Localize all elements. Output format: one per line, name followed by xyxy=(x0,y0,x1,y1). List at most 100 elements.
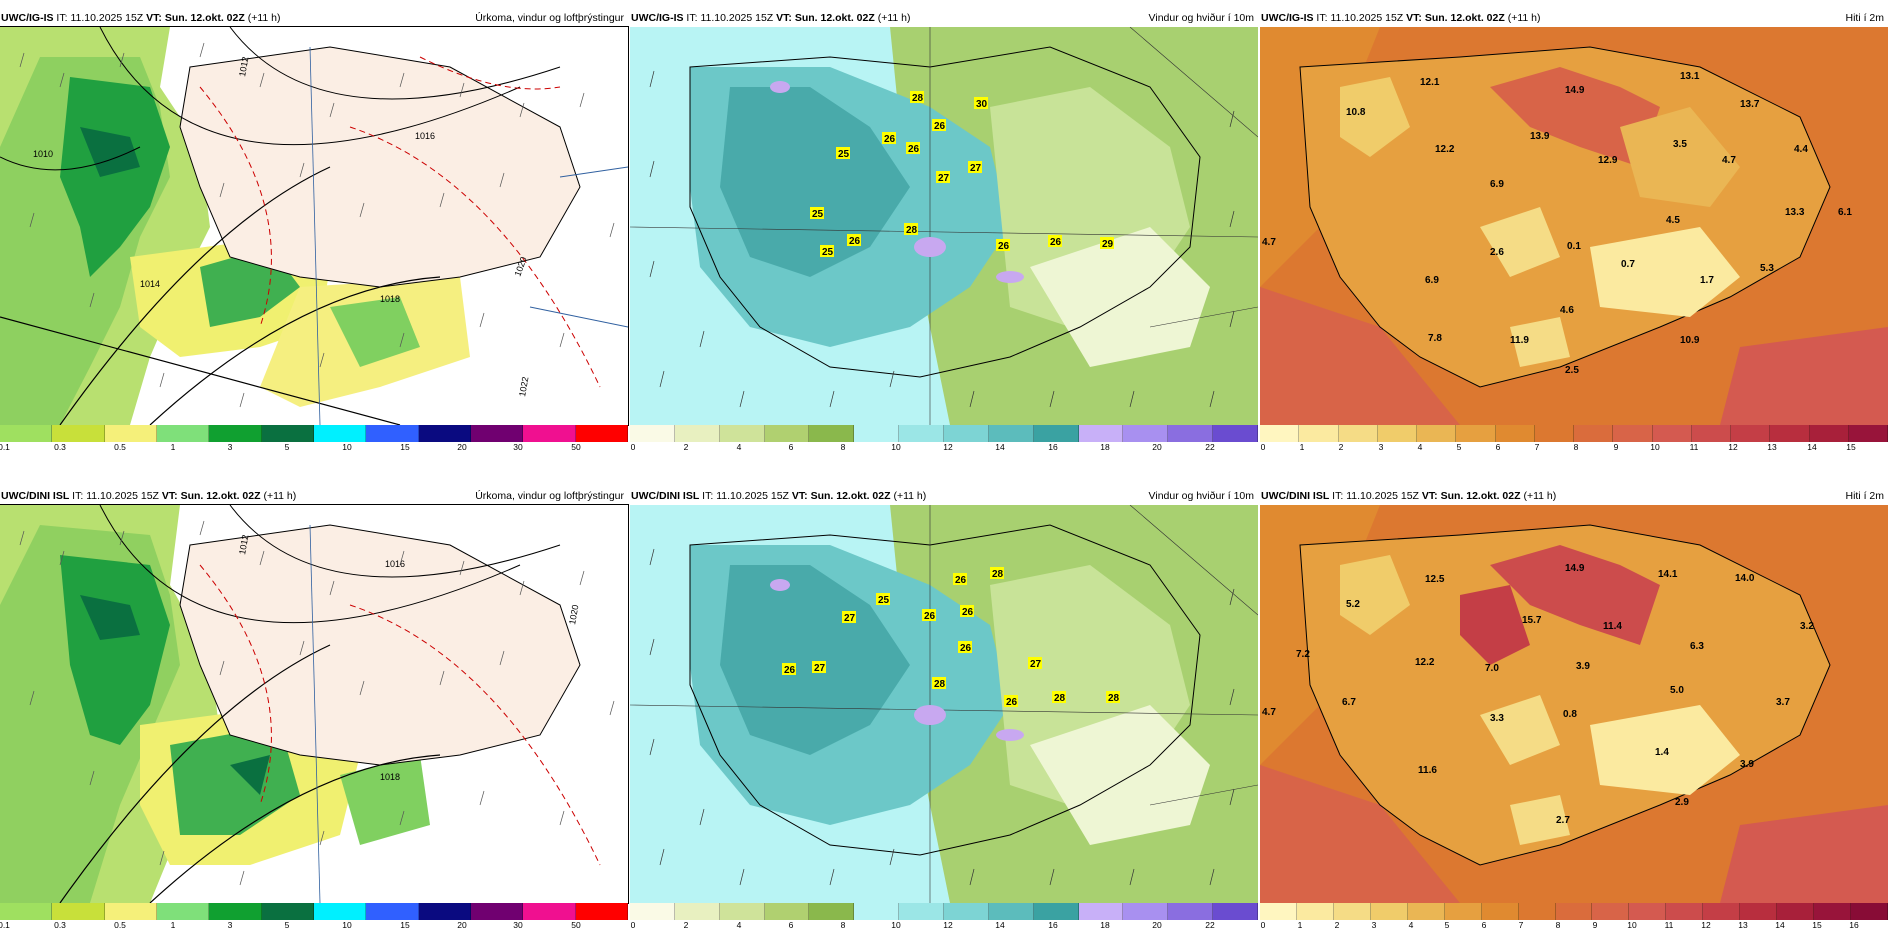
colorbar-segment xyxy=(809,425,855,442)
colorbar-segment xyxy=(674,425,720,442)
colorbar-segment xyxy=(1592,903,1630,920)
panel-title: Úrkoma, vindur og loftþrýstingur xyxy=(475,490,624,502)
valid-time: Sun. 12.okt. 02Z xyxy=(180,490,261,502)
temp-label: 14.0 xyxy=(1735,573,1755,584)
temp-label: 3.3 xyxy=(1490,713,1504,724)
tick-label: 4 xyxy=(1408,920,1414,930)
isobar-label: 1012 xyxy=(237,56,250,77)
tick-label: 7 xyxy=(1518,920,1524,930)
isobar-label: 1016 xyxy=(385,559,405,569)
gust-label: 26 xyxy=(908,144,920,155)
gust-label: 27 xyxy=(814,663,826,674)
tick-label: 10 xyxy=(1627,920,1637,930)
tick-label: 30 xyxy=(513,442,523,452)
panel-title: Hiti í 2m xyxy=(1845,490,1884,502)
colorbar-segment xyxy=(1629,903,1667,920)
temp-map-svg: 12.5 14.9 14.1 14.0 5.2 15.7 11.4 3.2 6.… xyxy=(1260,505,1888,903)
tick-label: 18 xyxy=(1100,442,1110,452)
colorbar-segment xyxy=(261,903,314,920)
colorbar-segment xyxy=(1731,425,1771,442)
tick-label: 12 xyxy=(1701,920,1711,930)
tick-label: 0.3 xyxy=(54,442,66,452)
temp-label: 12.1 xyxy=(1420,77,1440,88)
colorbar-segment xyxy=(418,903,471,920)
init-time: 11.10.2025 15Z xyxy=(86,490,159,502)
tick-label: 6 xyxy=(788,920,794,930)
temp-label: 2.7 xyxy=(1556,815,1570,826)
tick-label: 20 xyxy=(457,920,467,930)
colorbar-segment xyxy=(1123,425,1169,442)
tick-label: 1 xyxy=(1297,920,1303,930)
colorbar-segment xyxy=(1338,425,1378,442)
colorbar-segment xyxy=(1213,903,1259,920)
tick-label: 14 xyxy=(995,442,1005,452)
colorbar-segment xyxy=(1078,425,1124,442)
temp-map: 12.1 14.9 13.1 10.8 13.7 12.2 13.9 12.9 … xyxy=(1260,27,1888,425)
temp-label: 3.2 xyxy=(1800,621,1814,632)
tick-label: 10 xyxy=(342,920,352,930)
colorbar-segment xyxy=(418,425,471,442)
temp-label: 1.4 xyxy=(1655,747,1669,758)
temp-label: 13.7 xyxy=(1740,99,1760,110)
wind-map-svg: 28 26 30 26 25 26 27 27 25 28 26 26 26 2… xyxy=(630,27,1258,425)
tick-label: 50 xyxy=(571,442,581,452)
panel-precip-bottom: UWC/DINI ISL IT: 11.10.2025 15Z VT: Sun.… xyxy=(0,489,629,949)
colorbar-segment xyxy=(1848,425,1888,442)
tick-label: 20 xyxy=(1152,920,1162,930)
colorbar-segment xyxy=(470,903,524,920)
precip-map: 1012 1016 1020 1018 xyxy=(0,504,629,904)
tick-label: 6 xyxy=(788,442,794,452)
temp-label: 7.2 xyxy=(1296,649,1310,660)
tick-label: 0.5 xyxy=(114,920,126,930)
colorbar-segment xyxy=(1417,425,1457,442)
temp-label: 14.9 xyxy=(1565,85,1585,96)
model-name: UWC/IG-IS xyxy=(1261,12,1314,24)
temp-label: 3.9 xyxy=(1576,661,1590,672)
colorbar-segment xyxy=(1444,903,1482,920)
colorbar-segment xyxy=(988,903,1034,920)
colorbar-segment xyxy=(523,425,576,442)
panel-temp-bottom: UWC/DINI ISL IT: 11.10.2025 15Z VT: Sun.… xyxy=(1260,489,1888,949)
lead-time: (+11 h) xyxy=(263,490,297,502)
temp-colorbar xyxy=(1260,903,1888,920)
temp-label: 10.9 xyxy=(1680,335,1700,346)
tick-label: 4 xyxy=(736,920,742,930)
tick-label: 9 xyxy=(1592,920,1598,930)
wind-ticks: 0 2 4 6 8 10 12 14 16 18 20 22 xyxy=(630,920,1258,932)
temp-label: 4.6 xyxy=(1560,305,1574,316)
model-name: UWC/DINI ISL xyxy=(1,490,70,502)
gust-label: 26 xyxy=(884,134,896,145)
temp-label: 6.9 xyxy=(1425,275,1439,286)
gust-label: 27 xyxy=(970,163,982,174)
temp-label: 10.8 xyxy=(1346,107,1366,118)
colorbar-segment xyxy=(1370,903,1408,920)
temp-label: 2.9 xyxy=(1675,797,1689,808)
it-label: IT: xyxy=(1316,12,1328,24)
tick-label: 0 xyxy=(1260,920,1266,930)
panel-header: UWC/DINI ISL IT: 11.10.2025 15Z VT: Sun.… xyxy=(630,489,1258,504)
tick-label: 3 xyxy=(227,920,233,930)
colorbar-segment xyxy=(1613,425,1653,442)
tick-label: 16 xyxy=(1048,442,1058,452)
temp-label: 4.5 xyxy=(1666,215,1680,226)
valid-time: Sun. 12.okt. 02Z xyxy=(794,12,875,24)
tick-label: 0.3 xyxy=(54,920,66,930)
temp-label: 7.8 xyxy=(1428,333,1442,344)
colorbar-segment xyxy=(366,425,419,442)
lead-time: (+11 h) xyxy=(1507,12,1541,24)
tick-label: 1 xyxy=(1299,442,1305,452)
tick-label: 10 xyxy=(1650,442,1660,452)
colorbar-segment xyxy=(764,903,810,920)
tick-label: 12 xyxy=(943,442,953,452)
valid-time: Sun. 12.okt. 02Z xyxy=(1440,490,1521,502)
gust-label: 30 xyxy=(976,99,988,110)
gust-label: 29 xyxy=(1102,239,1114,250)
colorbar-segment xyxy=(1703,903,1741,920)
gust-label: 28 xyxy=(992,569,1004,580)
temp-label: 0.1 xyxy=(1567,241,1581,252)
temp-label: 7.0 xyxy=(1485,663,1499,674)
vt-label: VT: xyxy=(776,12,792,24)
temp-ticks: 0 1 2 3 4 5 6 7 8 9 10 11 12 13 14 15 16 xyxy=(1260,920,1888,932)
colorbar-segment xyxy=(854,903,900,920)
valid-time: Sun. 12.okt. 02Z xyxy=(164,12,245,24)
